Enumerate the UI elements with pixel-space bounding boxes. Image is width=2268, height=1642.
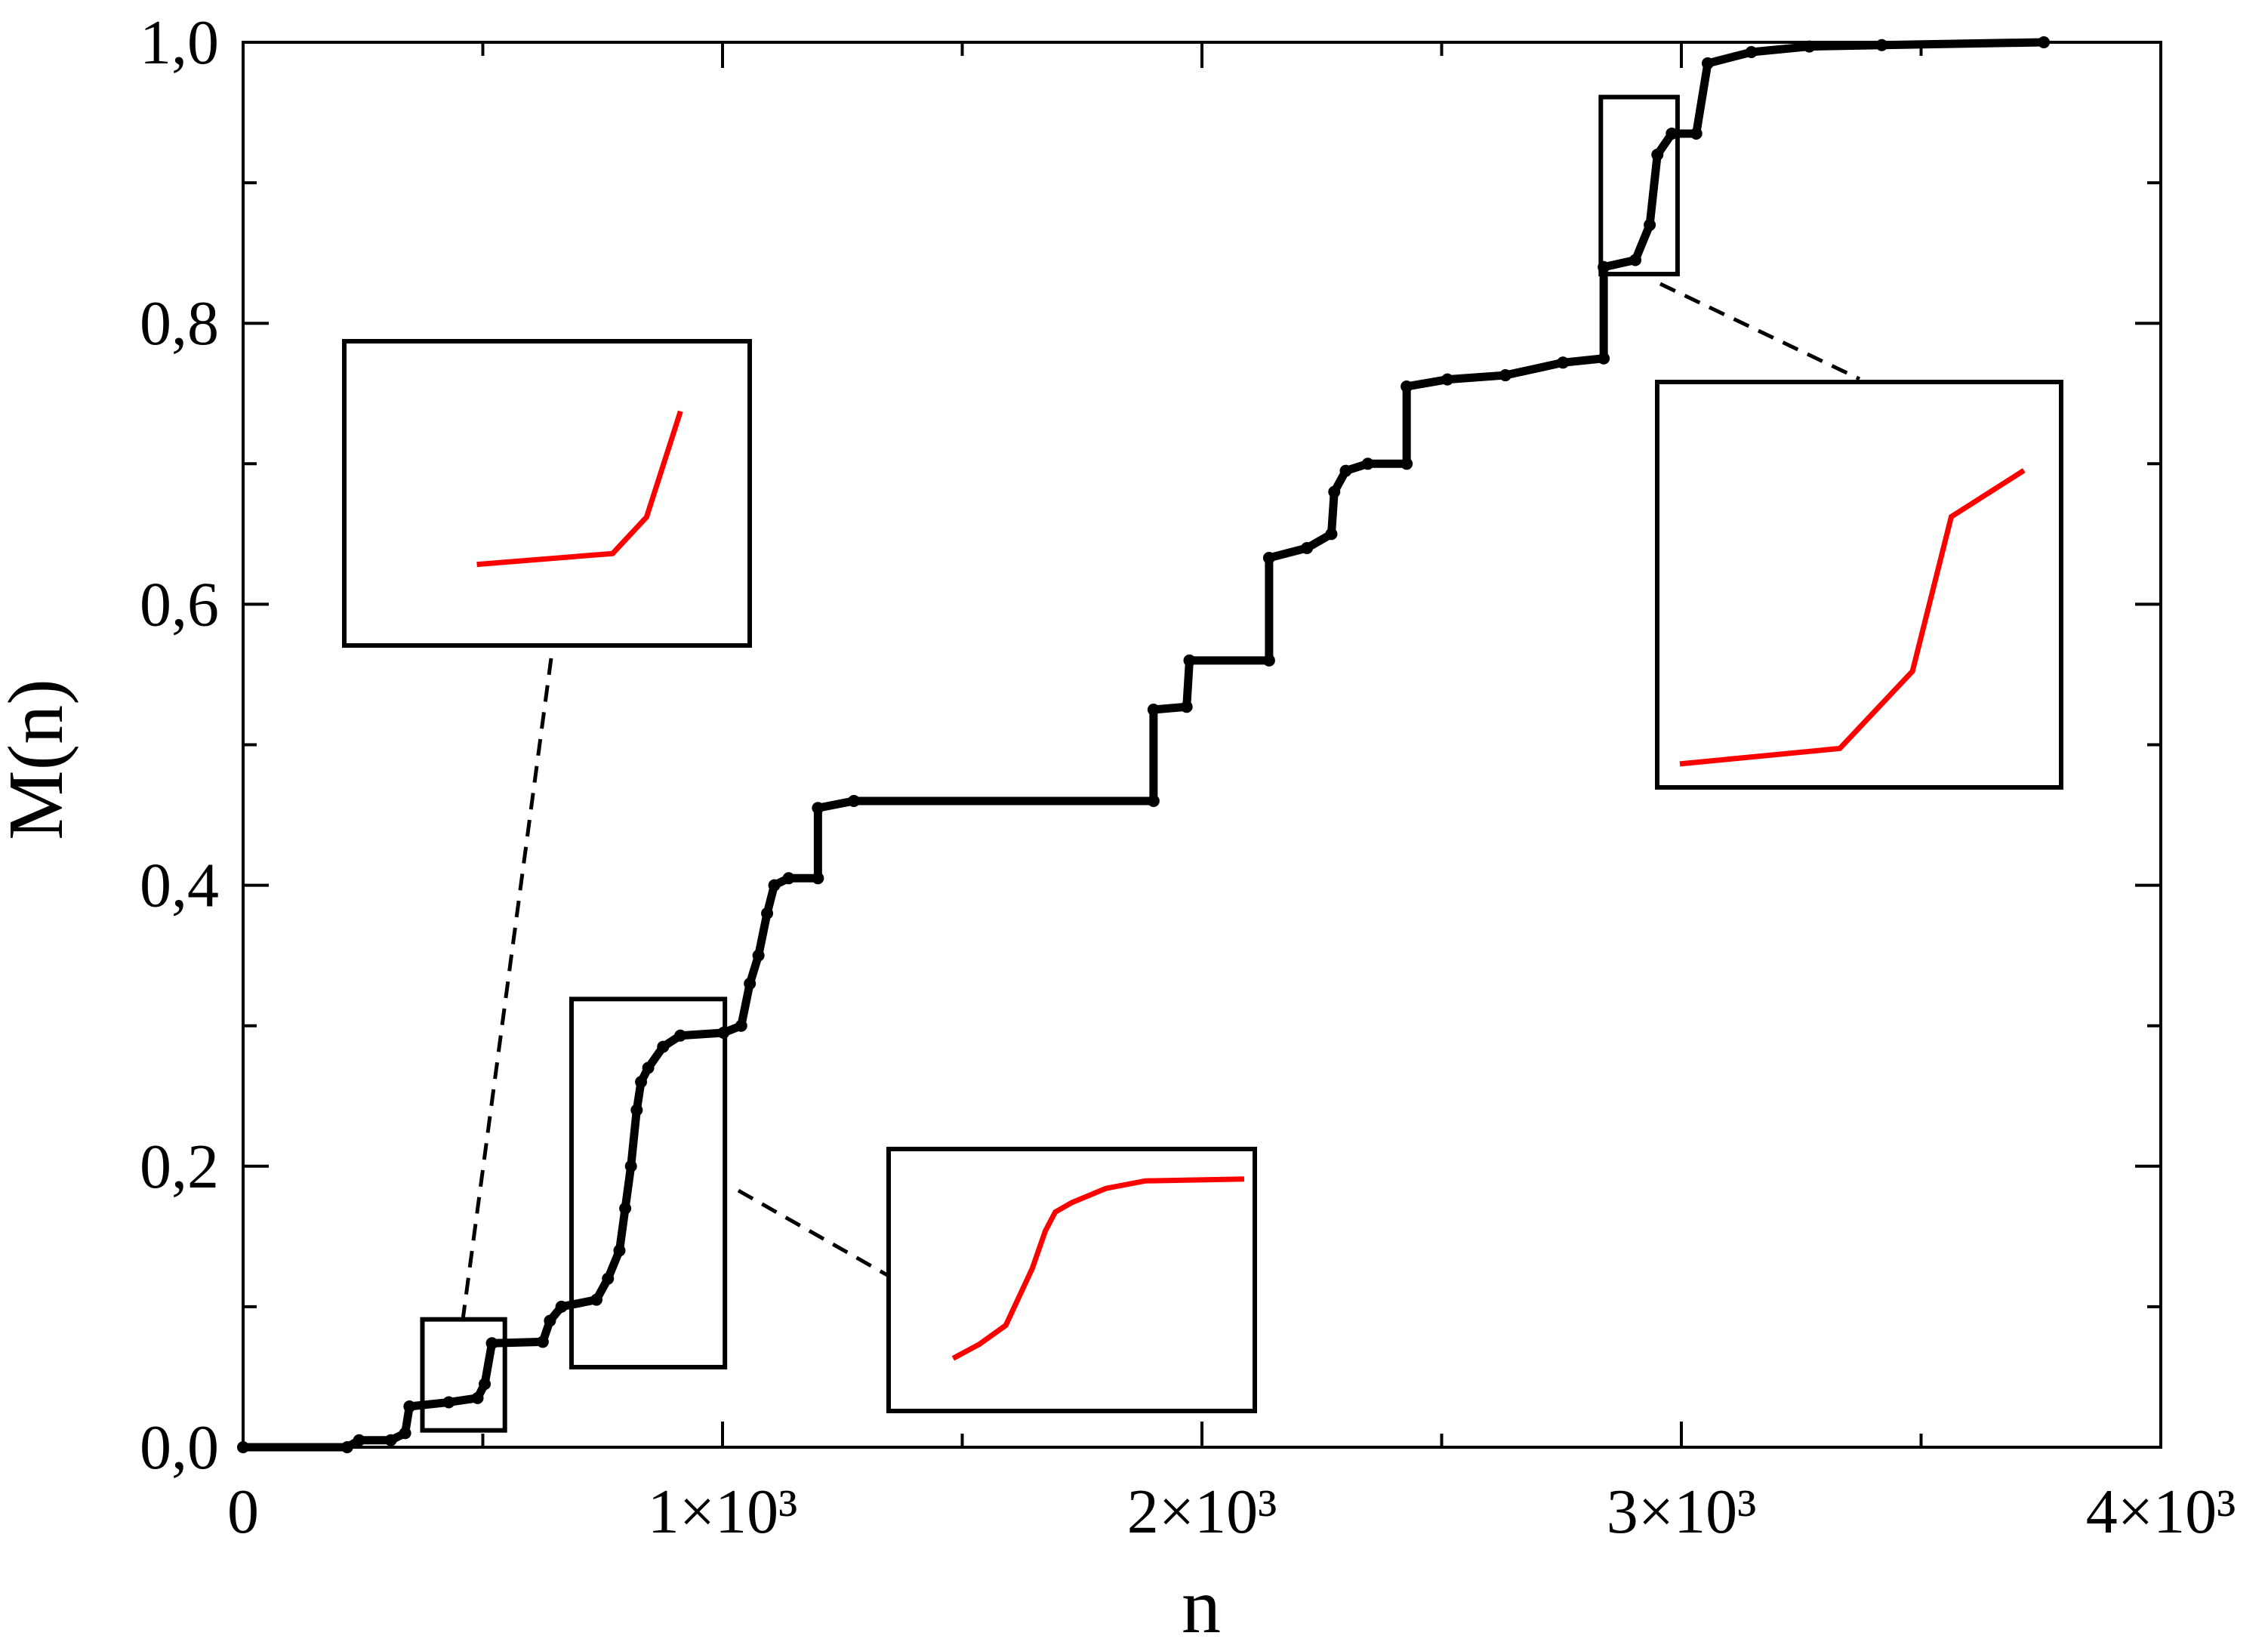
inset-box bbox=[1655, 380, 2063, 790]
data-point bbox=[1666, 127, 1678, 140]
data-point bbox=[399, 1427, 411, 1440]
data-point bbox=[2038, 36, 2051, 48]
y-tick-label: 0,4 bbox=[140, 851, 219, 921]
data-point bbox=[752, 949, 765, 962]
x-axis-label: n bbox=[1182, 1563, 1221, 1642]
y-tick-label: 0,6 bbox=[140, 569, 219, 639]
data-point bbox=[1328, 485, 1341, 498]
zoom-region bbox=[1598, 94, 1680, 277]
data-point bbox=[624, 1160, 637, 1172]
data-point bbox=[1598, 352, 1610, 365]
data-point bbox=[1361, 457, 1374, 470]
y-tick-label: 0,8 bbox=[140, 288, 219, 359]
data-point bbox=[1745, 46, 1758, 59]
data-point bbox=[442, 1396, 455, 1409]
data-point bbox=[1557, 356, 1570, 369]
y-tick-label: 0,0 bbox=[140, 1412, 219, 1483]
data-point bbox=[768, 879, 781, 892]
data-point bbox=[744, 977, 757, 990]
x-tick-label: 2×10³ bbox=[1127, 1477, 1277, 1547]
data-point bbox=[847, 794, 860, 807]
connector bbox=[461, 658, 553, 1320]
data-point bbox=[353, 1434, 365, 1446]
data-point bbox=[674, 1029, 687, 1042]
data-point bbox=[1803, 40, 1816, 53]
y-axis-label: M(n) bbox=[0, 679, 79, 840]
data-point bbox=[237, 1441, 249, 1453]
data-point bbox=[555, 1300, 568, 1313]
x-tick-label: 4×10³ bbox=[2086, 1477, 2236, 1547]
inset-curve bbox=[951, 1176, 1245, 1361]
x-tick-label: 3×10³ bbox=[1607, 1477, 1757, 1547]
data-point bbox=[341, 1441, 353, 1453]
data-point bbox=[1147, 703, 1160, 716]
data-point bbox=[812, 802, 824, 815]
data-point bbox=[1325, 528, 1338, 541]
data-point bbox=[761, 907, 774, 920]
data-point bbox=[1441, 373, 1454, 386]
data-point bbox=[630, 1104, 643, 1117]
connector bbox=[1659, 282, 1861, 381]
data-point bbox=[657, 1040, 670, 1053]
data-point bbox=[403, 1400, 416, 1413]
connector bbox=[737, 1188, 890, 1278]
data-point bbox=[613, 1244, 626, 1257]
data-point bbox=[590, 1293, 602, 1306]
data-point bbox=[1183, 654, 1196, 667]
inset-box bbox=[342, 339, 752, 648]
data-point bbox=[1651, 148, 1664, 161]
data-point bbox=[1629, 254, 1642, 266]
inset-curve bbox=[476, 410, 683, 568]
data-point bbox=[471, 1391, 484, 1404]
y-tick-label: 0,2 bbox=[140, 1132, 219, 1202]
data-point bbox=[479, 1378, 492, 1391]
data-point bbox=[1875, 39, 1888, 51]
inset-curve bbox=[1679, 468, 2026, 767]
data-point bbox=[1339, 464, 1352, 477]
data-point bbox=[1180, 701, 1193, 713]
data-point bbox=[782, 872, 795, 885]
data-point bbox=[1401, 380, 1413, 393]
x-tick-label: 0 bbox=[227, 1477, 259, 1547]
data-point bbox=[1301, 541, 1314, 554]
data-point bbox=[619, 1202, 632, 1215]
data-point bbox=[485, 1337, 498, 1350]
data-point bbox=[384, 1434, 397, 1446]
data-point bbox=[544, 1314, 556, 1327]
data-point bbox=[1499, 369, 1511, 382]
inset-box bbox=[886, 1147, 1257, 1413]
data-point bbox=[1701, 57, 1714, 69]
data-point bbox=[1147, 794, 1160, 807]
data-point bbox=[1401, 457, 1413, 470]
y-tick-label: 1,0 bbox=[140, 8, 219, 78]
zoom-region bbox=[420, 1317, 507, 1433]
data-point bbox=[536, 1335, 549, 1348]
data-point bbox=[1690, 127, 1703, 140]
data-point bbox=[1644, 218, 1656, 231]
data-point bbox=[635, 1076, 648, 1089]
data-point bbox=[1262, 654, 1275, 667]
x-tick-label: 1×10³ bbox=[648, 1477, 798, 1547]
data-point bbox=[642, 1061, 655, 1074]
data-point bbox=[602, 1272, 615, 1285]
data-point bbox=[1262, 551, 1275, 564]
zoom-region bbox=[569, 997, 728, 1369]
data-point bbox=[812, 872, 824, 885]
data-point bbox=[735, 1019, 747, 1032]
